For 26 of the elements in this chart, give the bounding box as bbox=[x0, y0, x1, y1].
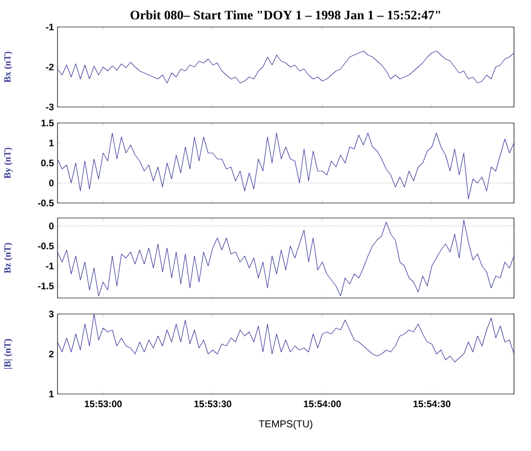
y-tick-label: -1 bbox=[46, 262, 54, 270]
y-tick-label: 3 bbox=[48, 310, 54, 318]
x-tick-label: 15:53:00 bbox=[84, 400, 122, 408]
y-tick-label: -2 bbox=[46, 64, 54, 70]
x-tick-label: 15:53:30 bbox=[194, 400, 232, 408]
x-tick-label: 15:54:00 bbox=[304, 400, 341, 408]
y-tick-label: -1 bbox=[46, 24, 54, 30]
y-axis-title: Bz (nT) bbox=[4, 243, 12, 274]
y-axis-title: By (nT) bbox=[4, 148, 13, 178]
y-tick-label: 0 bbox=[49, 180, 54, 186]
y-tick-label: 0 bbox=[49, 222, 54, 230]
y-tick-label: -0.5 bbox=[38, 200, 54, 206]
y-tick-label: 1 bbox=[49, 140, 54, 146]
y-axis-title: Bx (nT) bbox=[4, 52, 12, 82]
y-tick-label: 1.5 bbox=[41, 120, 54, 126]
y-tick-label: 2 bbox=[49, 350, 54, 358]
y-tick-label: 1 bbox=[49, 390, 54, 398]
x-axis-title: TEMPS(TU) bbox=[258, 420, 312, 430]
line-series bbox=[58, 132, 514, 200]
y-tick-label: 0.5 bbox=[41, 160, 54, 166]
chart-title: Orbit 080– Start Time "DOY 1 – 1998 Jan 1 – 15:52:47" bbox=[130, 10, 440, 20]
y-tick-label: -1.5 bbox=[38, 282, 54, 290]
y-tick-label: -3 bbox=[46, 104, 54, 110]
y-tick-label: -0.5 bbox=[38, 242, 54, 250]
y-axis-title: |B| (nT) bbox=[4, 339, 13, 369]
x-tick-label: 15:54:30 bbox=[413, 400, 450, 408]
